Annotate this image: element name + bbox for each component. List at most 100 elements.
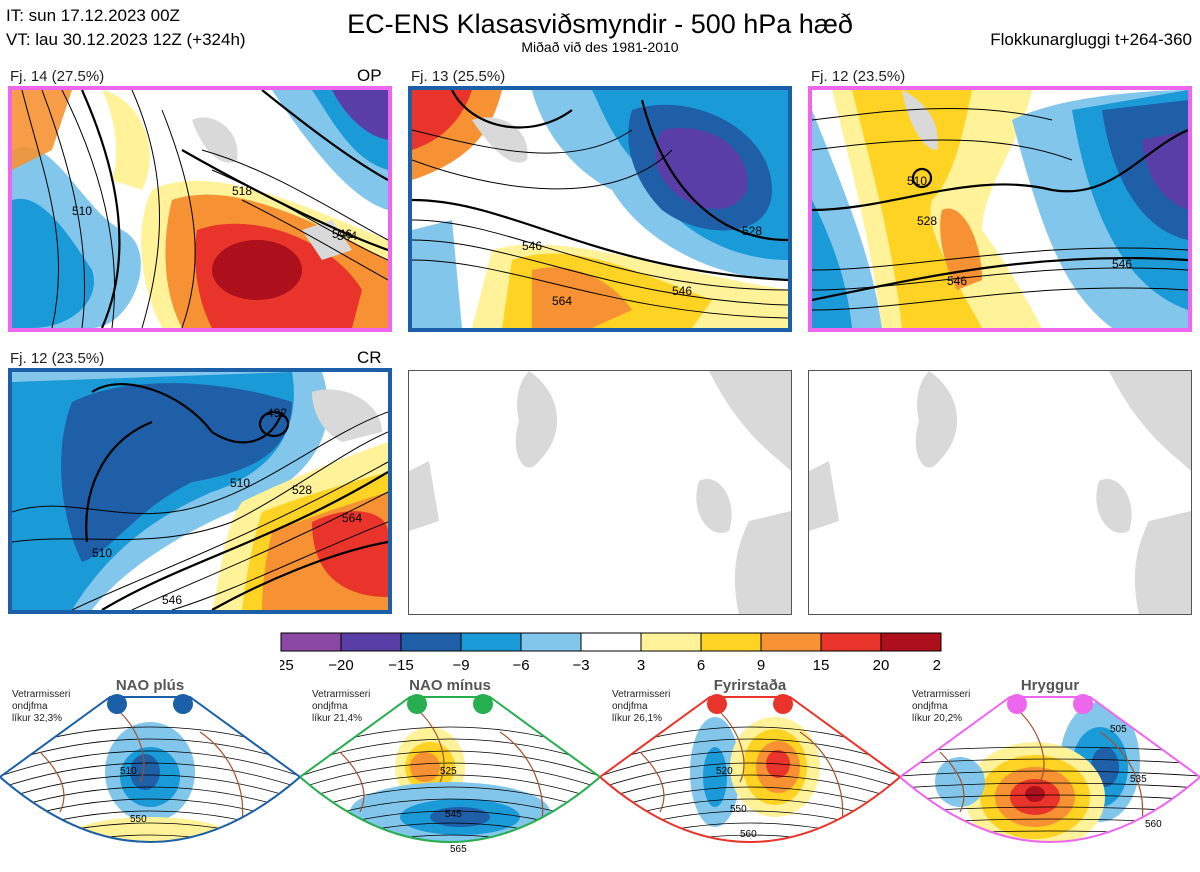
- anomaly-shading: [410, 752, 440, 782]
- contour-label: 564: [342, 511, 362, 525]
- height-contour: [0, 834, 300, 842]
- colorbar-swatch: [460, 632, 522, 652]
- height-contour: [300, 834, 600, 842]
- height-contour: [600, 847, 900, 872]
- contour-label: 560: [740, 829, 757, 840]
- height-contour: [0, 847, 300, 872]
- colorbar-swatch: [880, 632, 942, 652]
- classification-window: Flokkunargluggi t+264-360: [990, 30, 1192, 49]
- regime-map: 510 550: [0, 696, 300, 872]
- height-contour: [0, 750, 300, 777]
- colorbar-tick: −20: [328, 657, 353, 672]
- panel-1-label: Fj. 14 (27.5%): [10, 68, 105, 85]
- colorbar-tick: −9: [452, 657, 469, 672]
- colorbar-swatch: [520, 632, 582, 652]
- height-contour: [300, 786, 600, 813]
- header-info: IT: sun 17.12.2023 00Z VT: lau 30.12.202…: [6, 4, 246, 52]
- contour-label: 505: [1110, 724, 1127, 735]
- regime-probability: Vetrarmisseri ondjfma líkur 32,3%: [12, 689, 71, 724]
- colorbar: −25 −20 −15 −9 −6 −3 3 6 9 15 20 25: [268, 632, 949, 674]
- height-contour: [300, 738, 600, 765]
- regime-title: NAO plús: [115, 677, 185, 694]
- contour-label: 564: [552, 294, 572, 308]
- height-contour: [0, 738, 300, 765]
- colorbar-swatch: [280, 632, 342, 652]
- height-contour: [900, 843, 1200, 848]
- anomaly-shading: [1010, 856, 1046, 868]
- regime-probability: Vetrarmisseri ondjfma líkur 21,4%: [312, 689, 371, 724]
- regime-title: NAO mínus: [409, 677, 491, 694]
- anomaly-shading: [60, 817, 240, 842]
- height-contour: [300, 762, 600, 789]
- page-subtitle: Miðað við des 1981-2010: [521, 39, 679, 55]
- contour-label: 510: [72, 204, 92, 218]
- issue-time: IT: sun 17.12.2023 00Z: [6, 6, 180, 25]
- regime-border: [600, 696, 900, 843]
- contour-label: 546: [522, 239, 542, 253]
- regime-probability: Vetrarmisseri ondjfma líkur 20,2%: [912, 689, 971, 724]
- contour-label: 520: [716, 766, 733, 777]
- panel-4-tag: CR: [357, 348, 382, 367]
- contour-label: 550: [130, 814, 147, 825]
- contour-label: 565: [450, 844, 467, 855]
- colorbar-tick: 20: [873, 657, 890, 672]
- valid-time: VT: lau 30.12.2023 12Z (+324h): [6, 30, 246, 49]
- cluster-map-4: 492 510 510 528 546 564: [8, 368, 392, 614]
- height-contour: [600, 750, 900, 777]
- regime-marker: [1007, 694, 1027, 714]
- regime-title: Fyrirstaða: [713, 677, 787, 694]
- regime-map: 525 545 565: [300, 696, 600, 855]
- contour-label: 492: [267, 406, 287, 420]
- regime-map: 520 550 560: [600, 696, 900, 872]
- contour-label: 535: [1130, 774, 1147, 785]
- regime-marker: [407, 694, 427, 714]
- contour-label: 528: [742, 224, 762, 238]
- height-contour: [0, 786, 300, 813]
- contour-label: 546: [162, 593, 182, 607]
- panel-1-tag: OP: [357, 66, 382, 85]
- anomaly-shading: [935, 757, 985, 807]
- colorbar-tick: 6: [697, 657, 705, 672]
- contour-label: 546: [947, 274, 967, 288]
- colorbar-tick: 25: [933, 657, 942, 672]
- panel-3-label: Fj. 12 (23.5%): [811, 68, 906, 85]
- regime-marker: [107, 694, 127, 714]
- contour-label: 528: [917, 214, 937, 228]
- regime-title: Hryggur: [1020, 677, 1080, 694]
- panel-4-label: Fj. 12 (23.5%): [10, 350, 105, 367]
- height-contour: [900, 867, 1200, 872]
- height-contour: [600, 786, 900, 813]
- contour-label: 525: [440, 766, 457, 777]
- regime-border: [0, 696, 300, 843]
- colorbar-tick: 15: [813, 657, 830, 672]
- contour-label: 510: [92, 546, 112, 560]
- regime-probability: Vetrarmisseri ondjfma líkur 26,1%: [612, 689, 671, 724]
- colorbar-swatch: [760, 632, 822, 652]
- height-contour: [600, 738, 900, 765]
- contour-label: 546: [672, 284, 692, 298]
- height-contour: [600, 834, 900, 842]
- colorbar-swatch: [820, 632, 882, 652]
- height-contour: [300, 774, 600, 801]
- colorbar-tick: 9: [757, 657, 765, 672]
- colorbar-swatch: [640, 632, 702, 652]
- cluster-map-2: 546 564 546 528: [408, 86, 792, 332]
- contour-label: 510: [907, 174, 927, 188]
- cluster-map-1: 510 518 546 564: [8, 86, 392, 332]
- regime-marker: [773, 694, 793, 714]
- colorbar-swatch: [400, 632, 462, 652]
- height-contour: [900, 855, 1200, 860]
- colorbar-tick: −3: [572, 657, 589, 672]
- contour-label: 545: [445, 809, 462, 820]
- anomaly-shading: [1025, 786, 1045, 802]
- colorbar-tick: −6: [512, 657, 529, 672]
- height-contour: [0, 774, 300, 801]
- anomaly-shading: [703, 747, 727, 807]
- colorbar-swatch: [580, 632, 642, 652]
- contour-label: 560: [1145, 819, 1162, 830]
- height-contour: [900, 782, 1200, 789]
- colorbar-tick: −15: [388, 657, 413, 672]
- page-title: EC-ENS Klasasviðsmyndir - 500 hPa hæð: [347, 9, 853, 39]
- contour-label: 550: [730, 804, 747, 815]
- height-contour: [900, 770, 1200, 777]
